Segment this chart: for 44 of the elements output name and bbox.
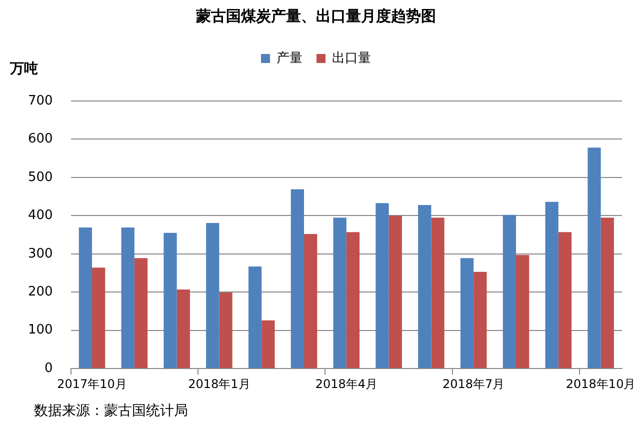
bar bbox=[346, 232, 360, 368]
x-tick-label: 2018年10月 bbox=[566, 376, 636, 391]
legend-label: 出口量 bbox=[332, 50, 371, 66]
bar bbox=[545, 202, 558, 368]
source-note: 数据来源：蒙古国统计局 bbox=[34, 402, 188, 420]
x-tick-label: 2018年4月 bbox=[315, 376, 378, 391]
bar bbox=[206, 222, 220, 368]
bar bbox=[92, 268, 106, 368]
y-tick-label: 400 bbox=[28, 208, 53, 224]
chart-title: 蒙古国煤炭产量、出口量月度趋势图 bbox=[195, 6, 436, 25]
bar bbox=[431, 218, 444, 368]
bar bbox=[78, 228, 92, 368]
bar bbox=[248, 266, 262, 368]
bar bbox=[134, 258, 148, 368]
bar bbox=[333, 218, 346, 368]
bar bbox=[290, 189, 304, 368]
y-axis-title: 万吨 bbox=[10, 60, 38, 78]
y-tick-label: 500 bbox=[28, 170, 53, 185]
y-tick-label: 200 bbox=[28, 284, 53, 300]
bar bbox=[474, 272, 487, 368]
bar bbox=[262, 320, 275, 368]
bar bbox=[558, 232, 572, 368]
bar bbox=[176, 289, 190, 368]
y-tick-label: 700 bbox=[28, 93, 53, 108]
bar bbox=[460, 258, 474, 368]
bar bbox=[304, 234, 318, 368]
legend-label: 产量 bbox=[276, 50, 302, 66]
bar bbox=[219, 292, 232, 368]
y-tick-label: 0 bbox=[44, 360, 53, 376]
bar bbox=[121, 228, 134, 368]
bar bbox=[516, 255, 530, 368]
x-tick-label: 2018年7月 bbox=[442, 376, 505, 391]
bar bbox=[588, 148, 601, 368]
bar bbox=[600, 218, 614, 368]
bar bbox=[164, 232, 177, 368]
y-tick-label: 300 bbox=[28, 246, 53, 262]
bar bbox=[376, 203, 389, 368]
y-tick-label: 100 bbox=[28, 322, 53, 338]
y-tick-label: 600 bbox=[28, 132, 53, 147]
bar bbox=[388, 216, 402, 368]
x-tick-label: 2017年10月 bbox=[57, 376, 127, 391]
bar bbox=[502, 214, 516, 368]
x-tick-label: 2018年1月 bbox=[188, 376, 250, 391]
bar bbox=[418, 204, 432, 368]
